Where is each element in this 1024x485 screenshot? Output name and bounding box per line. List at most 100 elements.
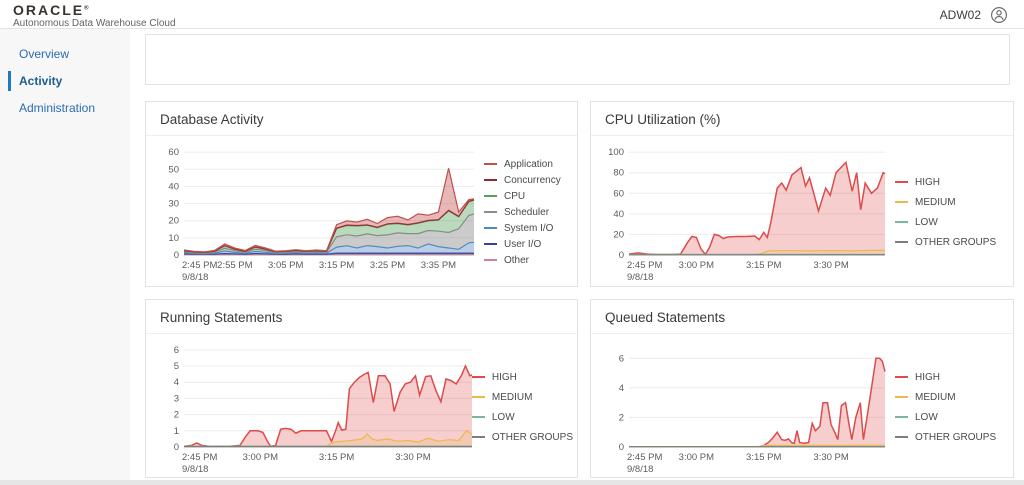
y-axis-tick-label: 5 bbox=[174, 361, 179, 372]
y-axis-tick-label: 60 bbox=[168, 147, 179, 158]
legend-item-scheduler: Scheduler bbox=[484, 207, 561, 218]
line-system-i-o bbox=[183, 241, 475, 255]
line-application bbox=[183, 168, 475, 253]
chart-legend: HIGH MEDIUM LOW OTHER GROUPS bbox=[471, 337, 575, 477]
y-axis-tick-label: 20 bbox=[613, 229, 624, 240]
legend-label: Application bbox=[504, 158, 553, 170]
legend-item-cpu: CPU bbox=[484, 191, 561, 202]
legend-label: Other bbox=[504, 254, 530, 266]
x-axis-tick-label: 3:15 PM bbox=[746, 452, 781, 463]
area-high bbox=[184, 366, 472, 447]
x-axis-date-label: 9/8/18 bbox=[182, 272, 208, 283]
x-axis-tick-label: 3:30 PM bbox=[813, 260, 848, 271]
y-axis-tick-label: 1 bbox=[174, 426, 179, 437]
legend-label: HIGH bbox=[915, 371, 940, 383]
chart-body: 0 20 40 60 80 100 2:45 PM 9/8/18 3:00 PM 3:15 PM 3… bbox=[591, 136, 1013, 285]
header-right: ADW02 bbox=[940, 0, 1008, 24]
y-axis-tick-label: 6 bbox=[174, 345, 179, 356]
legend-label: MEDIUM bbox=[915, 391, 956, 403]
legend-item-low: LOW bbox=[895, 217, 996, 228]
cpu-marker bbox=[484, 195, 497, 197]
registered-mark: ® bbox=[84, 5, 89, 12]
line-user-i-o bbox=[183, 252, 474, 255]
legend-label: System I/O bbox=[504, 222, 554, 234]
chart-legend: HIGH MEDIUM LOW OTHER GROUPS bbox=[895, 337, 998, 477]
line-high bbox=[183, 364, 472, 448]
system-i-o-marker bbox=[484, 227, 497, 229]
medium-marker bbox=[471, 396, 485, 398]
sidebar-item-overview[interactable]: Overview bbox=[0, 42, 130, 66]
x-axis-tick-label: 2:45 PM bbox=[627, 260, 662, 271]
x-axis-tick-label: 2:45 PM bbox=[182, 452, 217, 463]
low-marker bbox=[895, 221, 908, 223]
scheduler-marker bbox=[484, 211, 497, 213]
chart-title: Queued Statements bbox=[591, 300, 1013, 334]
legend-label: HIGH bbox=[491, 371, 517, 383]
queued-statements-chart: 0 2 4 6 2:45 PM9/8/18 3:00 PM 3:15 PM 3:30 PM bbox=[619, 353, 886, 475]
legend-label: OTHER GROUPS bbox=[491, 431, 573, 443]
queued-statements-card: Queued Statements 0 2 4 6 2:45 PM 9/8/18 3:00 … bbox=[590, 299, 1014, 478]
concurrency-marker bbox=[484, 179, 497, 181]
legend-item-high: HIGH bbox=[895, 372, 996, 383]
x-axis-tick-label: 2:45 PM bbox=[627, 452, 662, 463]
legend-label: LOW bbox=[491, 411, 515, 423]
x-axis-tick-label: 2:55 PM bbox=[217, 260, 252, 271]
legend-label: User I/O bbox=[504, 238, 542, 250]
user-account-icon[interactable] bbox=[990, 6, 1008, 24]
legend-item-other-groups: OTHER GROUPS bbox=[895, 432, 996, 443]
line-high bbox=[629, 357, 886, 448]
line-high bbox=[628, 160, 886, 256]
y-axis-tick-label: 100 bbox=[608, 147, 624, 158]
legend-label: OTHER GROUPS bbox=[915, 236, 997, 248]
x-axis-tick-label: 3:15 PM bbox=[319, 260, 354, 271]
database-activity-card: Database Activity 0 10 20 30 40 50 60 2:45 PM 9/… bbox=[145, 101, 578, 287]
app-subtitle: Autonomous Data Warehouse Cloud bbox=[13, 18, 176, 29]
sidebar-item-label: Overview bbox=[19, 47, 70, 61]
legend-item-other-groups: OTHER GROUPS bbox=[895, 237, 996, 248]
y-axis-tick-label: 40 bbox=[168, 181, 179, 192]
x-axis-tick-label: 3:05 PM bbox=[268, 260, 303, 271]
chart-title: Database Activity bbox=[146, 102, 577, 136]
x-axis-date-label: 9/8/18 bbox=[182, 464, 208, 475]
legend-label: OTHER GROUPS bbox=[915, 431, 997, 443]
legend-item-medium: MEDIUM bbox=[895, 197, 996, 208]
legend-item-other: Other bbox=[484, 255, 561, 266]
chart-body: 0 1 2 3 4 5 6 2:45 PM 9/8/18 3:00 PM 3:15 PM 3:30 P… bbox=[146, 334, 577, 477]
chart-legend: Application Concurrency CPU Scheduler System… bbox=[484, 139, 563, 285]
running-statements-card: Running Statements 0 1 2 3 4 5 6 2:45 PM 9/8/18 3… bbox=[145, 299, 578, 478]
y-axis-tick-label: 60 bbox=[613, 188, 624, 199]
chart-title: CPU Utilization (%) bbox=[591, 102, 1013, 136]
medium-marker bbox=[895, 201, 908, 203]
y-axis-tick-label: 0 bbox=[619, 442, 624, 453]
x-axis-tick-label: 3:15 PM bbox=[746, 260, 781, 271]
y-axis-tick-label: 0 bbox=[174, 250, 179, 261]
y-axis-tick-label: 2 bbox=[174, 410, 179, 421]
database-activity-chart: 0 10 20 30 40 50 60 2:45 PM9/8/18 2:55 PM 3:05 PM… bbox=[168, 147, 475, 283]
other-marker bbox=[484, 259, 497, 261]
high-marker bbox=[895, 181, 908, 183]
y-axis-tick-label: 0 bbox=[619, 250, 624, 261]
x-axis-tick-label: 2:45 PM bbox=[182, 260, 217, 271]
legend-label: LOW bbox=[915, 411, 938, 423]
window-bottom-edge bbox=[0, 480, 1024, 485]
sidebar-item-activity[interactable]: Activity bbox=[0, 69, 130, 93]
sidebar-item-label: Activity bbox=[19, 74, 63, 88]
x-axis-tick-label: 3:30 PM bbox=[395, 452, 430, 463]
sidebar-item-administration[interactable]: Administration bbox=[0, 96, 130, 120]
legend-item-low: LOW bbox=[895, 412, 996, 423]
y-axis-tick-label: 6 bbox=[619, 353, 624, 364]
chart-body: 0 2 4 6 2:45 PM 9/8/18 3:00 PM 3:15 PM 3:30 PM H… bbox=[591, 334, 1013, 477]
area-cpu bbox=[184, 200, 474, 253]
x-axis-tick-label: 3:30 PM bbox=[813, 452, 848, 463]
legend-item-system-i-o: System I/O bbox=[484, 223, 561, 234]
summary-card bbox=[145, 34, 1010, 85]
x-axis-tick-label: 3:35 PM bbox=[421, 260, 456, 271]
legend-label: Scheduler bbox=[504, 206, 550, 218]
line-scheduler bbox=[183, 213, 475, 254]
area-scheduler bbox=[184, 214, 474, 254]
legend-label: LOW bbox=[915, 216, 938, 228]
y-axis-tick-label: 0 bbox=[174, 442, 179, 453]
legend-label: MEDIUM bbox=[915, 196, 956, 208]
y-axis-tick-label: 2 bbox=[619, 412, 624, 423]
x-axis-tick-label: 3:00 PM bbox=[243, 452, 278, 463]
